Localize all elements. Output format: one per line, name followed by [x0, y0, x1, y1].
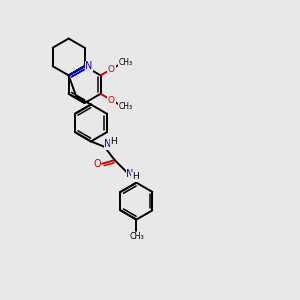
- Text: N: N: [104, 140, 112, 149]
- Text: O: O: [93, 159, 101, 169]
- Text: H: H: [132, 172, 139, 181]
- Text: N: N: [85, 61, 93, 71]
- Text: CH₃: CH₃: [119, 102, 133, 111]
- Text: O: O: [108, 65, 115, 74]
- Text: H: H: [110, 137, 117, 146]
- Text: N: N: [126, 169, 134, 179]
- Text: CH₃: CH₃: [119, 58, 133, 67]
- Text: CH₃: CH₃: [129, 232, 144, 241]
- Text: O: O: [108, 96, 115, 105]
